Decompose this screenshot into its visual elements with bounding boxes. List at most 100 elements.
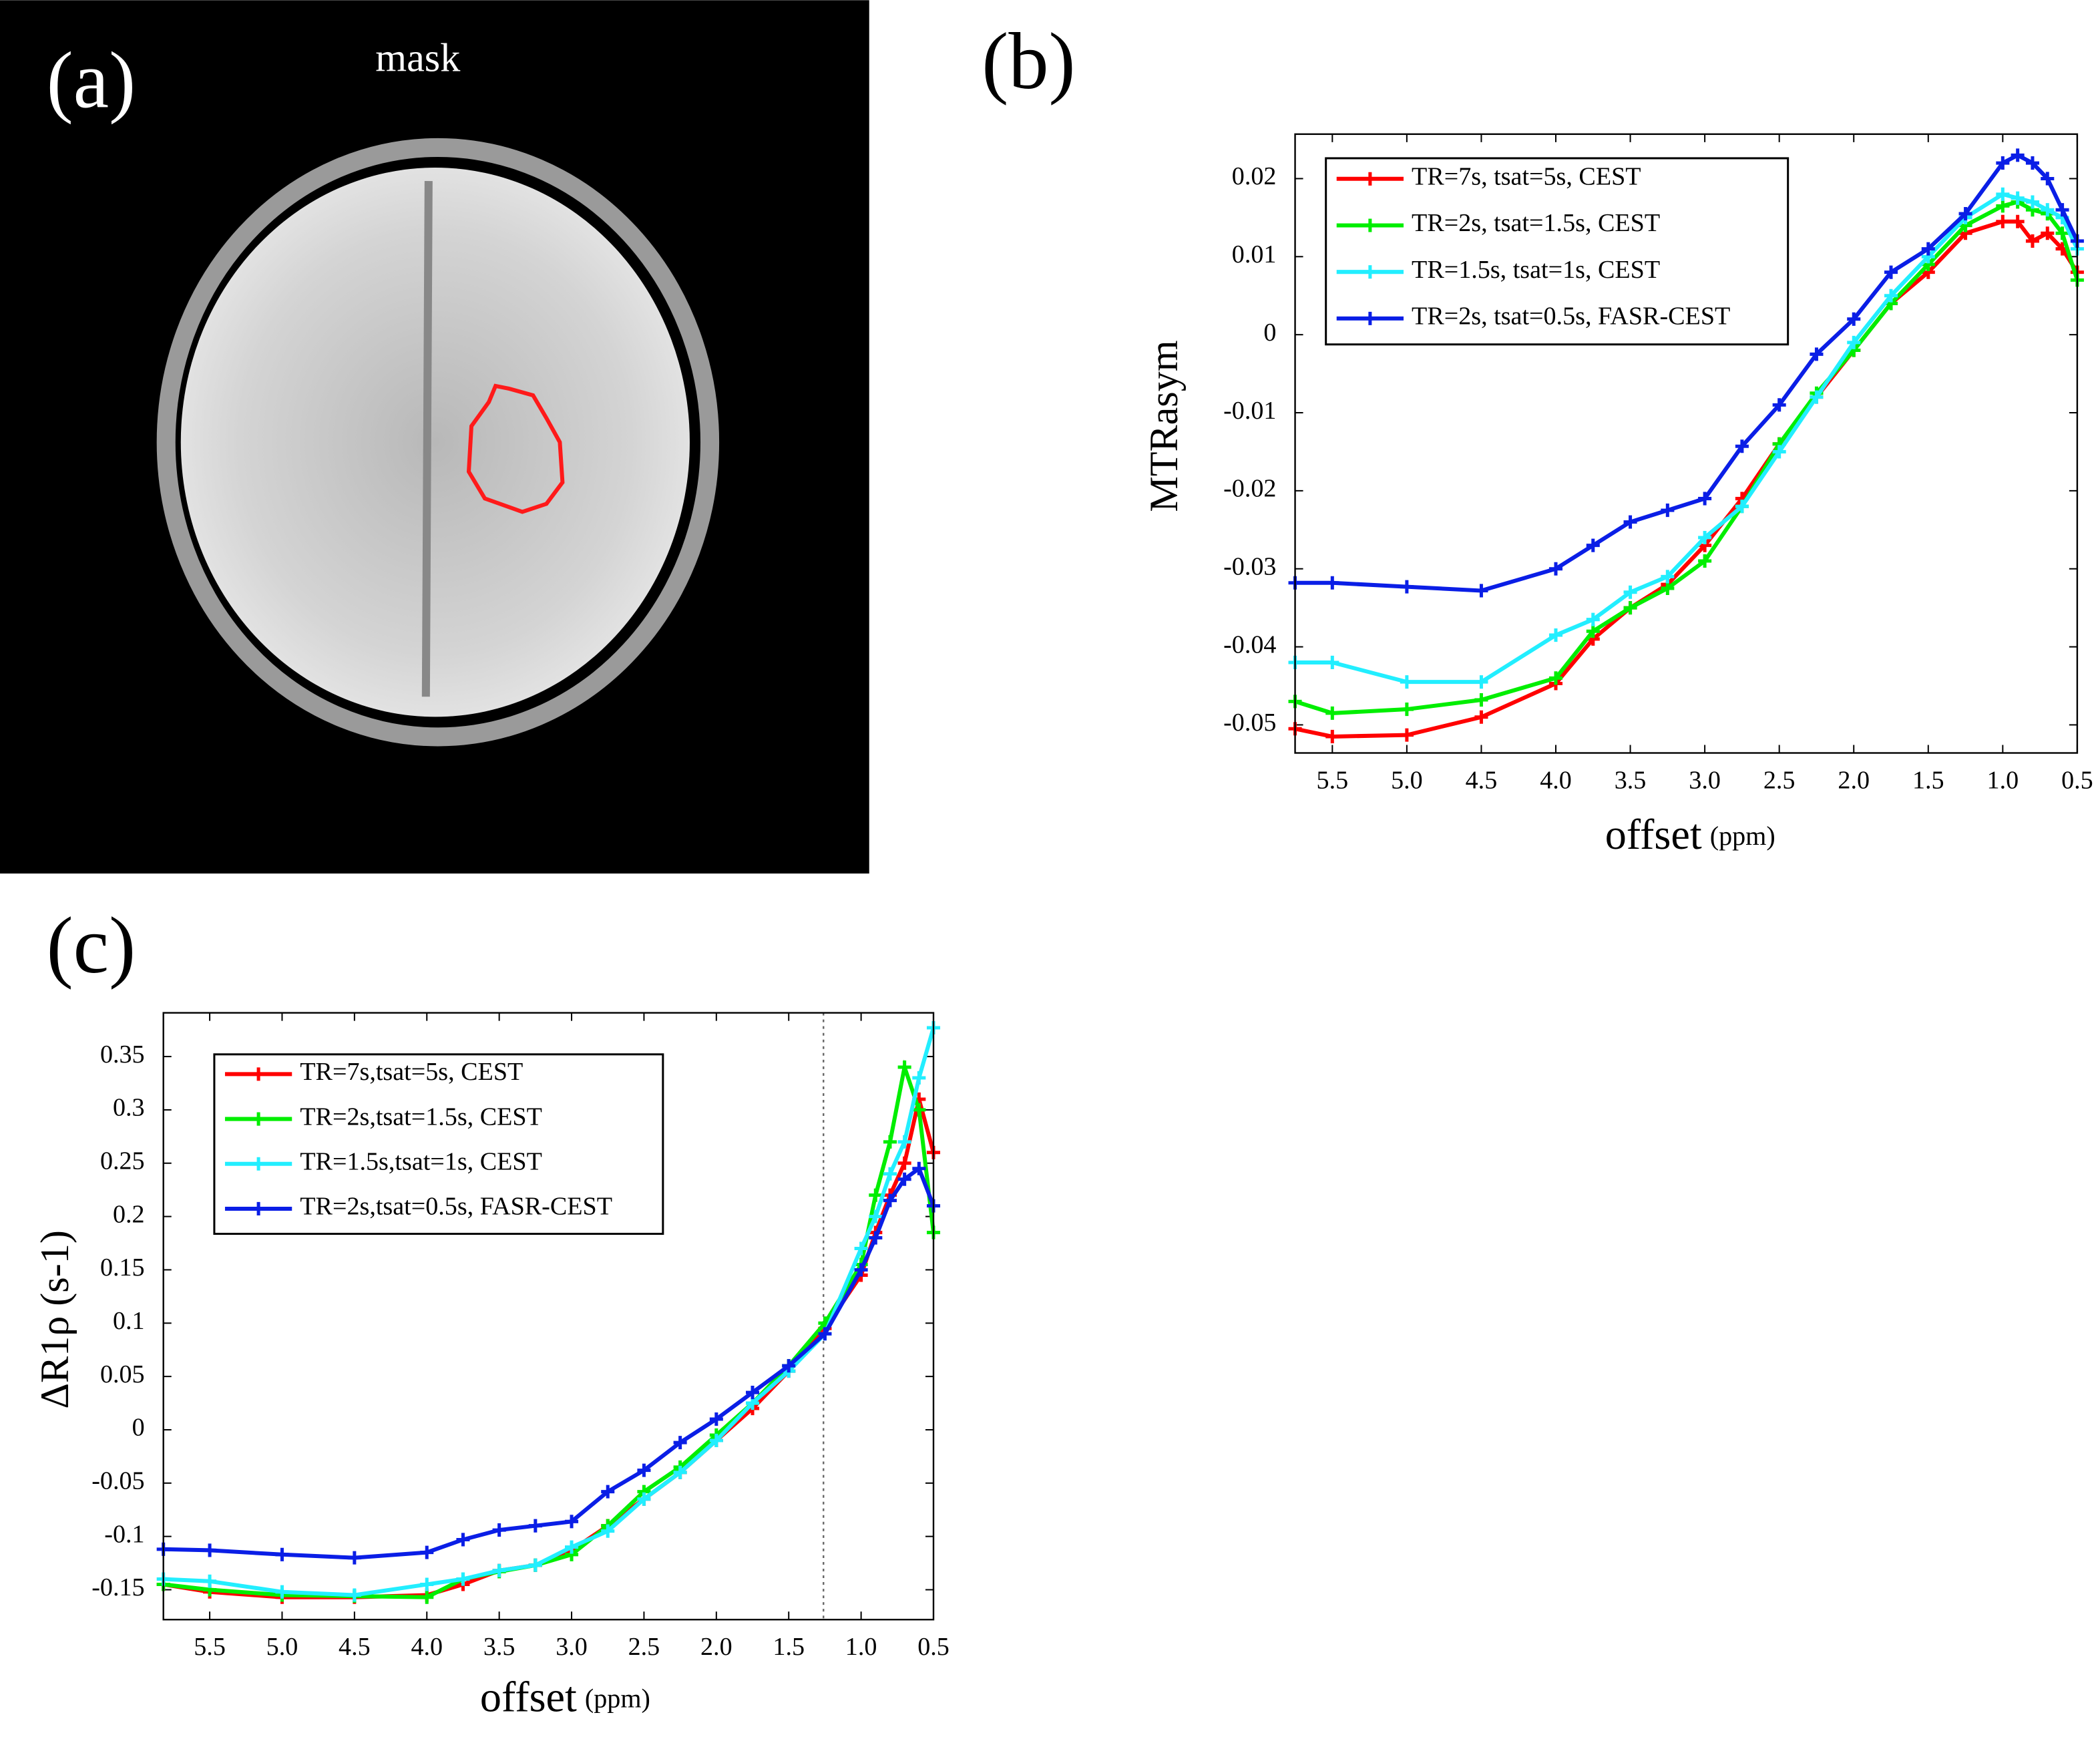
- y-tick-label: 0.35: [100, 1040, 145, 1069]
- x-tick-label: 5.0: [1391, 766, 1423, 794]
- legend-marker: [1363, 265, 1377, 279]
- y-tick-label: 0: [1263, 319, 1276, 347]
- marker: [2011, 148, 2025, 162]
- legend-box: [1325, 157, 1790, 346]
- marker: [528, 1558, 542, 1572]
- marker: [854, 1241, 868, 1255]
- marker: [1810, 347, 1824, 361]
- marker: [1661, 581, 1675, 595]
- marker: [1735, 439, 1749, 453]
- marker: [869, 1188, 883, 1202]
- image-title: mask: [375, 35, 461, 80]
- marker: [637, 1463, 651, 1477]
- marker: [912, 1161, 926, 1175]
- x-tick-label: 2.0: [700, 1633, 732, 1661]
- x-tick-label: 3.0: [556, 1633, 588, 1661]
- y-tick-label: 0.05: [100, 1360, 145, 1388]
- marker: [1586, 624, 1600, 638]
- marker: [782, 1359, 796, 1373]
- x-axis-unit: (ppm): [1710, 821, 1775, 851]
- legend-label: TR=2s,tsat=1.5s, CEST: [300, 1103, 542, 1131]
- x-tick-label: 5.0: [266, 1633, 298, 1661]
- x-tick-label: 2.5: [1763, 766, 1796, 794]
- x-axis-label: offset (ppm): [1605, 811, 1775, 858]
- marker: [1884, 288, 1898, 303]
- x-tick-label: 1.5: [1912, 766, 1944, 794]
- marker: [1400, 580, 1414, 594]
- marker: [275, 1585, 289, 1599]
- legend-marker: [1363, 218, 1377, 232]
- series-line: [163, 1059, 935, 1599]
- x-tick-label: 5.5: [194, 1633, 226, 1661]
- y-tick-label: 0: [132, 1414, 145, 1442]
- marker: [709, 1433, 723, 1447]
- midline: [421, 181, 433, 697]
- x-tick-label: 4.5: [339, 1633, 371, 1661]
- chart: (c) 5.5 5.0 4.5 4.0 3.5 3.0 2.5 2.0 1.5 1.0 0.5 0.35…: [33, 902, 950, 1720]
- legend-label: TR=1.5s, tsat=1s, CEST: [1412, 256, 1660, 284]
- x-tick-label: 3.5: [1615, 766, 1647, 794]
- y-tick-label: 0.15: [100, 1253, 145, 1282]
- legend-label: TR=7s,tsat=5s, CEST: [300, 1058, 523, 1086]
- x-axis-title: offset: [480, 1673, 577, 1720]
- marker: [565, 1540, 579, 1554]
- marker: [2041, 172, 2055, 186]
- x-tick-label: 4.0: [1540, 766, 1572, 794]
- x-axis-label: offset (ppm): [480, 1673, 650, 1720]
- marker: [1548, 628, 1563, 642]
- marker: [1735, 500, 1749, 514]
- marker: [869, 1209, 883, 1223]
- y-axis-label: MTRasym: [1142, 340, 1187, 512]
- x-tick-label: 1.0: [845, 1633, 877, 1661]
- marker: [1400, 728, 1414, 742]
- x-axis-title: offset: [1605, 811, 1702, 858]
- marker: [1325, 576, 1339, 590]
- marker: [883, 1167, 897, 1181]
- marker: [1325, 706, 1339, 720]
- marker: [1474, 675, 1488, 689]
- y-tick-label: -0.05: [1223, 709, 1276, 737]
- y-tick-label: 0.01: [1232, 240, 1277, 268]
- marker: [420, 1545, 434, 1559]
- x-tick-label: 4.0: [411, 1633, 443, 1661]
- marker: [2011, 191, 2025, 205]
- y-tick-label: -0.15: [91, 1573, 144, 1601]
- y-tick-label: 0.2: [113, 1200, 145, 1228]
- marker: [601, 1524, 615, 1538]
- marker: [1996, 214, 2010, 228]
- x-tick-label: 3.5: [483, 1633, 515, 1661]
- marker: [1661, 570, 1675, 584]
- marker: [275, 1547, 289, 1561]
- marker: [1623, 585, 1637, 599]
- legend-label: TR=2s, tsat=1.5s, CEST: [1412, 209, 1660, 237]
- marker: [1772, 398, 1786, 412]
- y-tick-label: -0.04: [1223, 630, 1276, 658]
- legend-marker: [252, 1201, 266, 1215]
- marker: [2025, 195, 2039, 209]
- marker: [912, 1071, 926, 1085]
- marker: [854, 1263, 868, 1277]
- marker: [1698, 530, 1712, 545]
- marker: [492, 1523, 506, 1537]
- y-tick-label: -0.02: [1223, 475, 1276, 503]
- x-tick-label: 1.5: [773, 1633, 805, 1661]
- marker: [897, 1135, 911, 1149]
- x-tick-label: 0.5: [917, 1633, 950, 1661]
- marker: [1474, 693, 1488, 707]
- x-axis-unit: (ppm): [585, 1684, 650, 1714]
- marker: [1921, 242, 1935, 256]
- marker: [897, 1172, 911, 1186]
- marker: [883, 1193, 897, 1207]
- image-panel: (a) mask: [0, 0, 869, 874]
- marker: [1325, 729, 1339, 743]
- x-tick-label: 4.5: [1466, 766, 1498, 794]
- marker: [1698, 554, 1712, 568]
- chart: (b) 5.5 5.0 4.5 4.0 3.5 3.0 2.5 2.0 1.5 1.0 0.5 0.02…: [982, 17, 2093, 857]
- marker: [1474, 710, 1488, 724]
- y-axis-label: ΔR1ρ (s-1): [33, 1230, 77, 1409]
- series-line: [1294, 200, 2079, 715]
- marker: [420, 1577, 434, 1591]
- marker: [1586, 538, 1600, 552]
- panel-label: (a): [47, 36, 136, 125]
